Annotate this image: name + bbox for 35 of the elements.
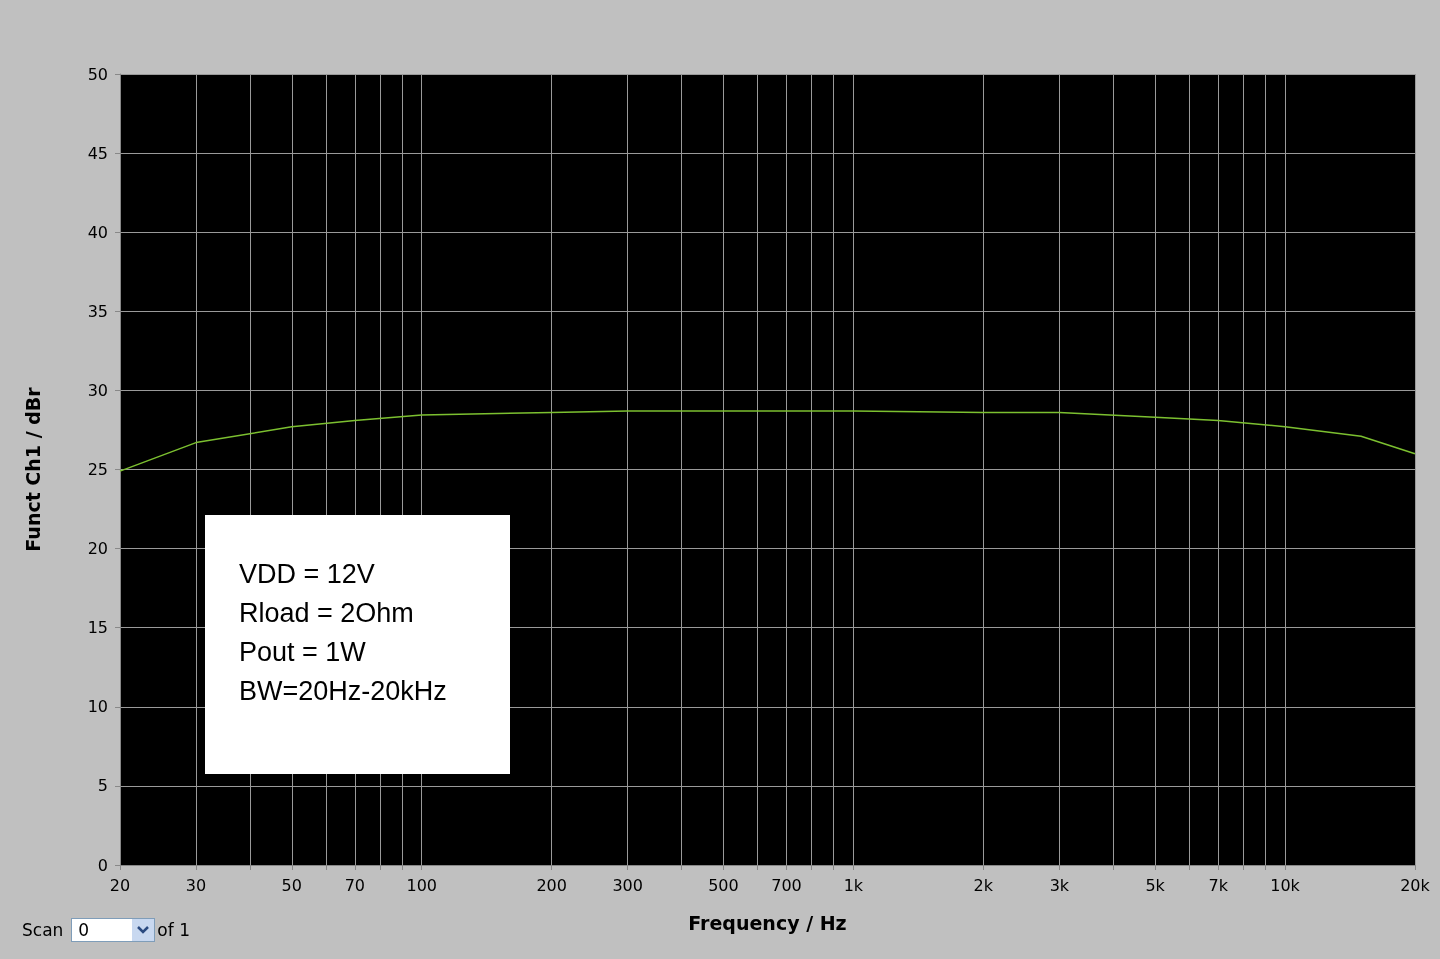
x-tick-label: 10k [1270,875,1301,895]
x-axis-title: Frequency / Hz [688,911,847,934]
annotation: Rload = 2Ohm [239,597,415,630]
x-tick-label: 300 [612,875,643,895]
x-tick-label: 2k [973,875,994,895]
y-tick-label: 10 [87,697,108,717]
y-tick-label: 5 [97,776,108,796]
x-tick-label: 5k [1145,875,1166,895]
y-tick-label: 0 [97,855,108,875]
annotation: BW=20Hz-20kHz [239,675,448,708]
x-tick-label: 1k [843,875,864,895]
y-tick-label: 25 [87,460,108,479]
x-tick-label: 50 [281,875,302,895]
x-tick-label: 200 [536,875,567,895]
x-tick-label: 100 [406,875,437,895]
y-tick-label: 35 [87,301,108,321]
y-tick-label: 45 [87,143,108,163]
annotation: VDD = 12V [239,558,376,591]
y-tick-label: 15 [87,618,108,638]
x-tick-label: 70 [344,875,366,895]
y-tick-label: 50 [87,64,108,84]
annotation: Pout = 1W [239,636,367,669]
text: of 1 [157,920,190,940]
x-tick-label: 20k [1400,875,1431,895]
y-tick-label: 40 [87,222,108,242]
x-tick-label: 3k [1049,875,1070,895]
y-tick-label: 20 [87,539,108,559]
dropdown-field: 0 [71,918,156,942]
x-tick-label: 700 [771,875,802,895]
x-tick-label: 7k [1208,875,1229,895]
x-tick-label: 500 [708,875,739,895]
x-tick-label: 30 [185,875,207,895]
text: Scan [22,920,64,940]
y-tick-label: 30 [87,380,108,400]
y-axis-title: Funct Ch1 / dBr [21,386,44,552]
